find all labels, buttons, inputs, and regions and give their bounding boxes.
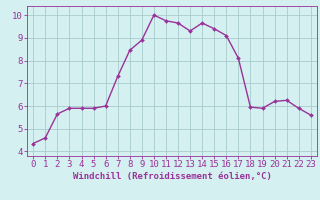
X-axis label: Windchill (Refroidissement éolien,°C): Windchill (Refroidissement éolien,°C) [73,172,271,181]
